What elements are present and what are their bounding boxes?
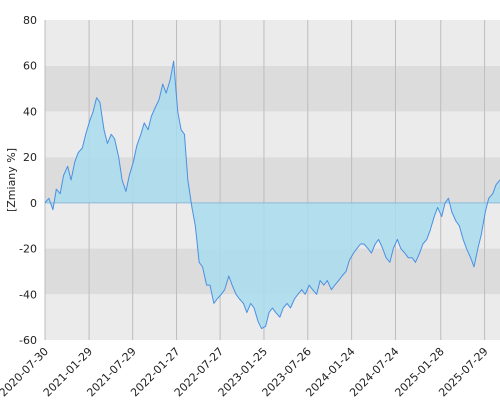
y-tick-labels: -60 -40 -20 0 20 40 60 80 <box>19 14 37 347</box>
background-band <box>45 111 500 158</box>
y-tick-label: 0 <box>30 197 37 210</box>
y-tick-label: 80 <box>23 14 37 27</box>
area-fill <box>45 61 500 329</box>
background-bands <box>45 20 500 340</box>
y-axis-label: [Zmiany %] <box>5 148 18 212</box>
y-tick-label: -40 <box>19 288 37 301</box>
y-tick-label: 60 <box>23 60 37 73</box>
y-tick-label: -60 <box>19 334 37 347</box>
y-tick-label: 40 <box>23 105 37 118</box>
series-line <box>44 60 500 330</box>
background-band <box>45 65 500 112</box>
background-band <box>45 20 500 66</box>
y-tick-label: 20 <box>23 151 37 164</box>
x-tick-labels: 2020-07-302021-01-292021-07-292022-01-27… <box>0 345 491 399</box>
y-tick-label: -20 <box>19 243 37 256</box>
